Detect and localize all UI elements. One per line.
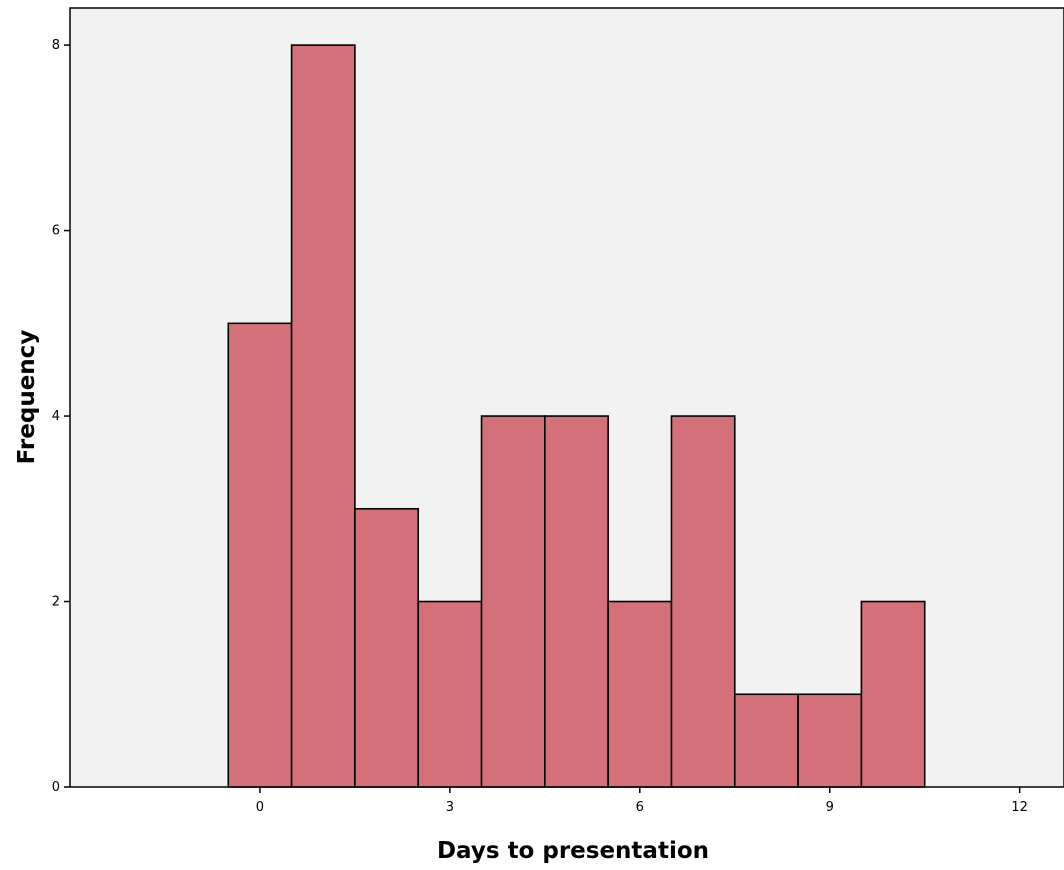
x-tick-label-0: 0 [256, 800, 264, 815]
y-axis-title: Frequency [14, 330, 40, 465]
x-tick-label-9: 9 [826, 800, 834, 815]
bars-group [227, 44, 926, 788]
histogram-bar-10 [860, 600, 926, 788]
histogram-bar-2 [354, 507, 420, 788]
histogram-bar-9 [797, 693, 863, 788]
histogram-bar-5 [544, 415, 609, 788]
histogram-bar-1 [290, 44, 356, 788]
y-tick-label-6: 6 [52, 224, 60, 239]
y-tick-label-0: 0 [52, 780, 60, 795]
histogram-bar-8 [733, 693, 799, 788]
histogram-bar-3 [417, 600, 483, 788]
y-tick-label-4: 4 [52, 409, 60, 424]
histogram-bar-0 [227, 322, 293, 788]
x-tick-label-6: 6 [636, 800, 644, 815]
x-axis-title: Days to presentation [437, 838, 709, 864]
histogram-bar-7 [670, 415, 736, 788]
axes-group: 0 2 4 6 8 0 3 6 9 12 [52, 38, 1028, 815]
histogram-bar-4 [480, 415, 546, 788]
y-tick-label-8: 8 [52, 38, 60, 53]
histogram-bar-6 [607, 600, 673, 788]
x-tick-label-3: 3 [446, 800, 454, 815]
x-tick-label-12: 12 [1011, 800, 1028, 815]
y-tick-label-2: 2 [52, 595, 60, 610]
